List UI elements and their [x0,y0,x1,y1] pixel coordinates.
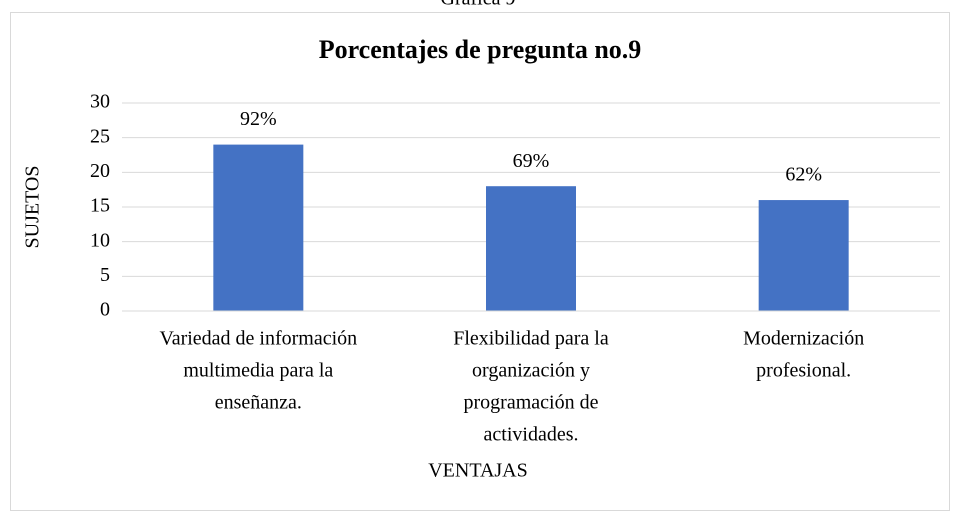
data-label: 62% [785,164,822,186]
x-tick-label: Flexibilidad para la [453,328,609,350]
x-tick-label: organización y [472,360,590,382]
x-axis-title: VENTAJAS [428,460,528,482]
x-tick-label: Variedad de información [159,328,357,350]
chart-title: Porcentajes de pregunta no.9 [319,35,642,64]
x-tick-label: enseñanza. [215,392,302,414]
y-tick-label: 20 [90,160,110,182]
bar [486,186,576,311]
y-tick-label: 10 [90,229,110,251]
x-tick-label: Modernización [743,328,864,350]
x-tick-label: profesional. [756,360,851,382]
y-tick-label: 25 [90,125,110,147]
bar [758,200,849,311]
caption: Gráfica 9 [441,0,516,10]
y-tick-label: 30 [90,91,110,113]
x-tick-label: programación de [464,392,599,414]
data-label: 92% [240,108,277,130]
y-tick-label: 5 [100,264,110,286]
x-tick-label: actividades. [484,424,579,446]
y-tick-label: 15 [90,195,110,217]
x-tick-label: multimedia para la [183,360,333,382]
data-label: 69% [513,150,550,172]
bar [213,144,304,311]
y-tick-label: 0 [100,299,110,321]
y-axis-title: SUJETOS [22,166,44,249]
